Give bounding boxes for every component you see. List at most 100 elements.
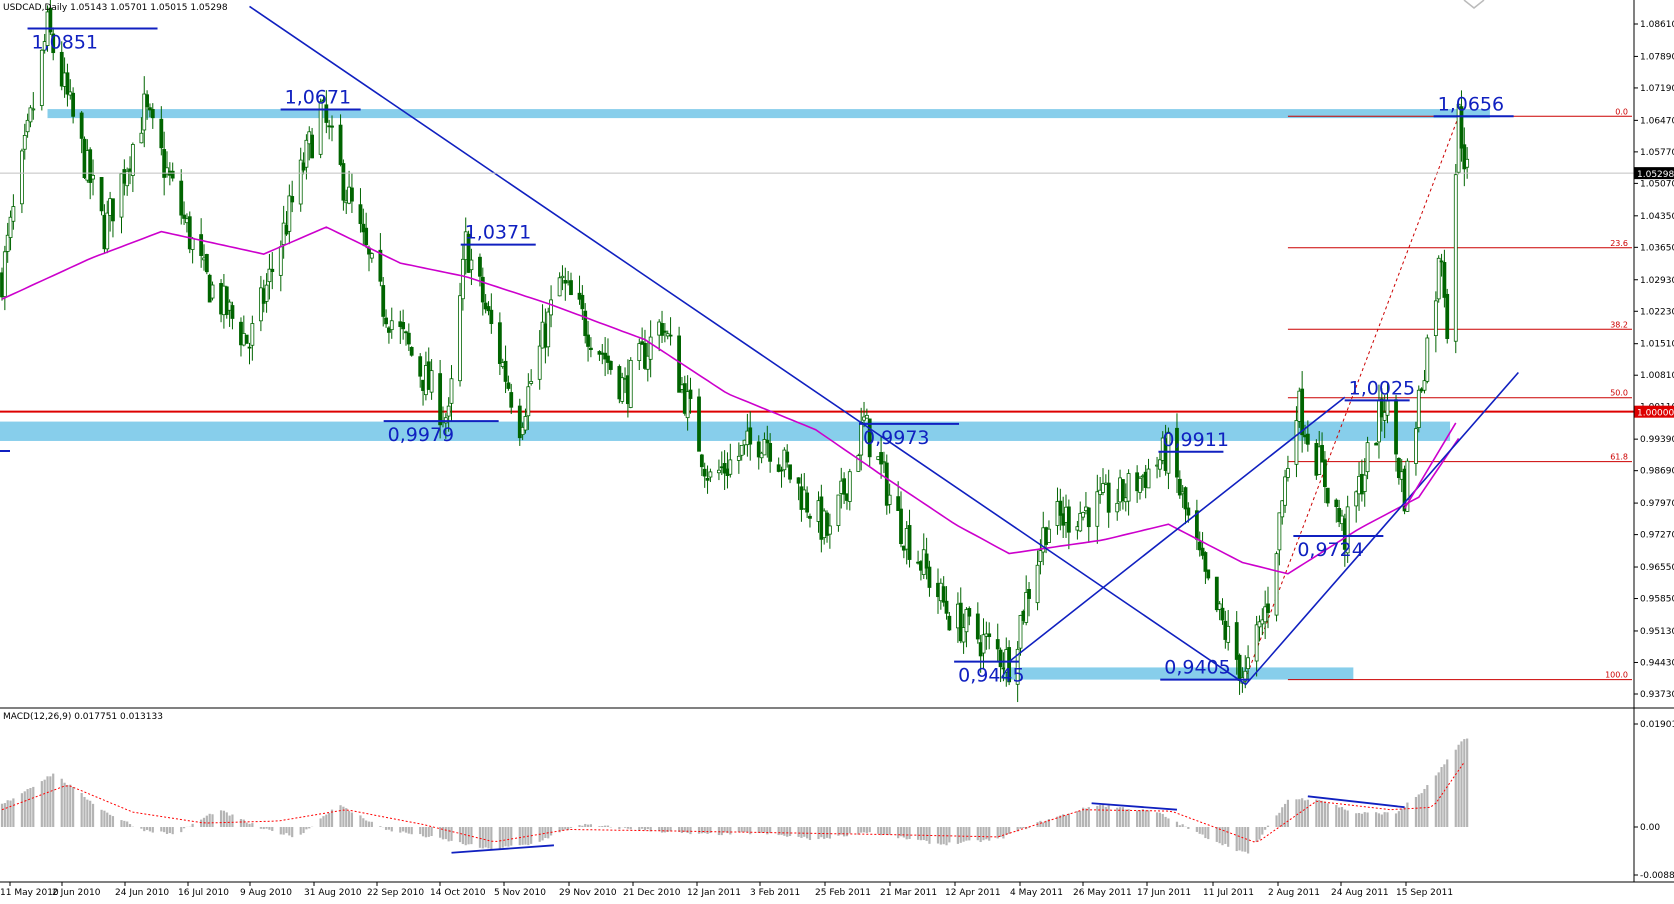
- macd-bar: [83, 797, 85, 827]
- candle-body: [1423, 381, 1426, 391]
- candle-body: [589, 348, 592, 349]
- macd-bar: [470, 827, 472, 844]
- candle-body: [1036, 565, 1039, 602]
- macd-bar: [92, 804, 94, 827]
- macd-bar: [689, 827, 691, 834]
- candle-body: [370, 254, 373, 258]
- macd-bar: [877, 827, 879, 834]
- price-tick-label: 1.00810: [1640, 371, 1674, 381]
- candle-body: [459, 296, 462, 381]
- macd-bar: [166, 827, 168, 834]
- macd-bar: [402, 827, 404, 831]
- macd-bar: [928, 827, 930, 844]
- candle-body: [843, 479, 846, 495]
- macd-bar: [1068, 814, 1070, 827]
- fibo-level-label: 0.0: [1615, 107, 1628, 116]
- candle-body: [447, 406, 450, 416]
- macd-bar: [1440, 767, 1442, 827]
- candle: [1275, 551, 1278, 621]
- candle-body: [524, 416, 527, 430]
- macd-bar: [445, 827, 447, 839]
- macd-bar: [1162, 814, 1164, 827]
- price-level-text: 1,0851: [32, 32, 98, 54]
- time-tick-label: 5 Nov 2010: [494, 888, 546, 898]
- candle-body: [1028, 589, 1031, 598]
- macd-bar: [957, 827, 959, 844]
- candle-body: [982, 635, 985, 653]
- macd-bar: [1, 804, 3, 827]
- macd-bar: [806, 827, 808, 838]
- macd-bar: [81, 793, 83, 827]
- macd-bar: [348, 811, 350, 827]
- candle-body: [490, 310, 493, 323]
- macd-bar: [584, 824, 586, 827]
- macd-bar: [1267, 826, 1269, 827]
- macd-bar: [780, 827, 782, 835]
- macd-bar: [1278, 813, 1280, 827]
- macd-bar: [285, 827, 287, 833]
- macd-bar: [288, 827, 290, 835]
- candle-body: [1096, 492, 1099, 527]
- macd-bar: [1347, 811, 1349, 828]
- macd-bar: [280, 827, 282, 834]
- price-tick-label: 0.93730: [1640, 690, 1674, 700]
- candle-body: [740, 445, 743, 455]
- macd-bar: [749, 827, 751, 834]
- price-tick-label: 1.07890: [1640, 52, 1674, 62]
- macd-bar: [624, 827, 626, 828]
- macd-bar: [1136, 811, 1138, 827]
- macd-bar: [1295, 799, 1297, 827]
- macd-bar: [962, 827, 964, 842]
- candle-body: [248, 347, 251, 348]
- candle-body: [404, 332, 407, 333]
- candle-body: [481, 277, 484, 302]
- time-tick-label: 2 Aug 2011: [1268, 888, 1320, 898]
- macd-bar: [778, 827, 780, 835]
- macd-bar: [1238, 827, 1240, 850]
- candle-body: [1275, 554, 1278, 615]
- candle-body: [291, 196, 294, 201]
- macd-bar: [1039, 821, 1041, 827]
- candle-body: [180, 181, 183, 215]
- macd-bar: [1304, 800, 1306, 827]
- macd-bar: [32, 787, 34, 827]
- candle: [1437, 255, 1440, 302]
- macd-bar: [120, 820, 122, 827]
- time-tick-label: 4 May 2011: [1010, 888, 1063, 898]
- macd-bar: [570, 827, 572, 828]
- macd-bar: [126, 822, 128, 827]
- macd-bar: [149, 827, 151, 831]
- macd-bar: [465, 827, 467, 845]
- candle-body: [1147, 469, 1150, 488]
- macd-bar: [1082, 808, 1084, 827]
- candle-body: [430, 371, 433, 393]
- candle-body: [996, 640, 999, 649]
- macd-bar: [430, 827, 432, 836]
- macd-tick-label: 0.019019: [1640, 720, 1674, 730]
- time-tick-label: 11 Jul 2011: [1203, 888, 1254, 898]
- candle-body: [1267, 604, 1270, 613]
- macd-bar: [1443, 764, 1445, 827]
- macd-bar: [29, 788, 31, 827]
- macd-bar: [698, 827, 700, 834]
- macd-bar: [21, 793, 23, 827]
- macd-bar: [1415, 797, 1417, 827]
- macd-bar: [897, 827, 899, 838]
- candle-body: [698, 397, 701, 451]
- candle-body: [1386, 401, 1389, 415]
- macd-bar: [106, 813, 108, 827]
- candle: [410, 346, 413, 356]
- macd-bar: [803, 827, 805, 837]
- macd-bar: [826, 827, 828, 838]
- macd-bar: [140, 827, 142, 829]
- candle-body: [1235, 623, 1238, 660]
- candle-body: [498, 323, 501, 364]
- candle-body: [205, 254, 208, 271]
- macd-bar: [906, 827, 908, 839]
- macd-bar: [1256, 827, 1258, 842]
- macd-bar: [843, 827, 845, 836]
- candle-body: [848, 472, 851, 502]
- macd-bar: [1207, 827, 1209, 839]
